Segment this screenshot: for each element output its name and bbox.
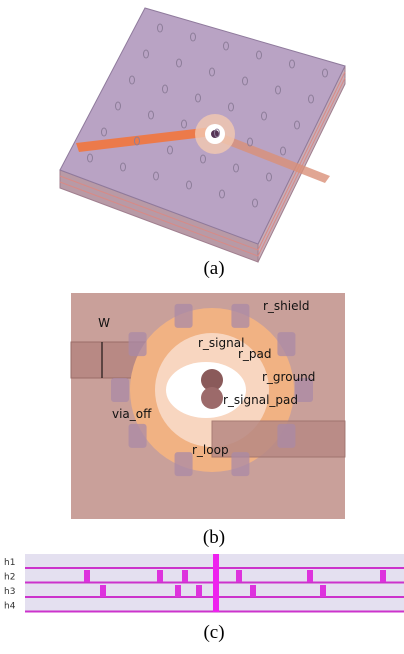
via-segment bbox=[182, 570, 188, 582]
via-segment bbox=[157, 570, 163, 582]
via bbox=[231, 452, 249, 476]
via-segment bbox=[100, 585, 106, 597]
via bbox=[231, 304, 249, 328]
figure: (a) (b) (c) r_shieldr_signalr_padr_groun… bbox=[0, 0, 404, 654]
dimension-label: r_loop bbox=[192, 443, 229, 457]
layer-label: h1 bbox=[4, 558, 15, 568]
dimension-label: r_pad bbox=[238, 347, 272, 361]
dimension-label: r_shield bbox=[263, 299, 309, 313]
via-segment bbox=[236, 570, 242, 582]
via bbox=[111, 378, 129, 402]
caption: (c) bbox=[203, 622, 224, 643]
via bbox=[129, 332, 147, 356]
layer-label: h2 bbox=[4, 573, 15, 583]
via bbox=[175, 452, 193, 476]
via bbox=[175, 304, 193, 328]
via-segment bbox=[307, 570, 313, 582]
layer-label: h4 bbox=[4, 602, 16, 612]
dimension-label: W bbox=[98, 316, 110, 330]
via-segment bbox=[196, 585, 202, 597]
via-segment bbox=[320, 585, 326, 597]
via bbox=[129, 424, 147, 448]
via-segment bbox=[250, 585, 256, 597]
signal-via bbox=[213, 554, 219, 612]
via-segment bbox=[175, 585, 181, 597]
dimension-label: r_ground bbox=[262, 370, 315, 384]
via-segment bbox=[84, 570, 90, 582]
layer-label: h3 bbox=[4, 587, 15, 597]
dimension-label: r_signal_pad bbox=[223, 393, 298, 407]
via bbox=[277, 332, 295, 356]
caption: (a) bbox=[203, 258, 224, 279]
dimension-label: via_off bbox=[112, 407, 152, 421]
top-view bbox=[71, 293, 345, 519]
via-segment bbox=[380, 570, 386, 582]
via bbox=[277, 424, 295, 448]
caption: (b) bbox=[203, 527, 225, 548]
